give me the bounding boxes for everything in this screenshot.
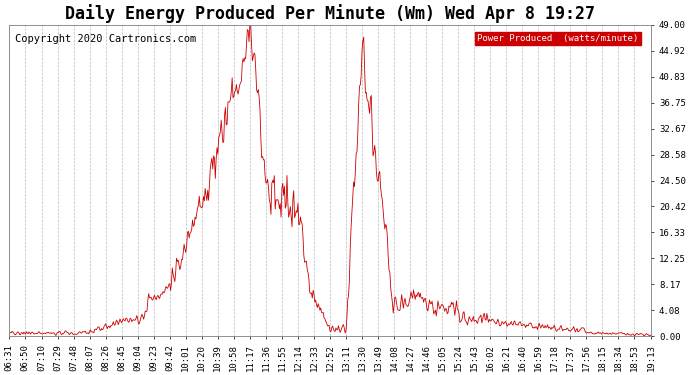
Text: Power Produced  (watts/minute): Power Produced (watts/minute)	[477, 34, 638, 43]
Title: Daily Energy Produced Per Minute (Wm) Wed Apr 8 19:27: Daily Energy Produced Per Minute (Wm) We…	[65, 4, 595, 23]
Text: Copyright 2020 Cartronics.com: Copyright 2020 Cartronics.com	[15, 34, 197, 44]
